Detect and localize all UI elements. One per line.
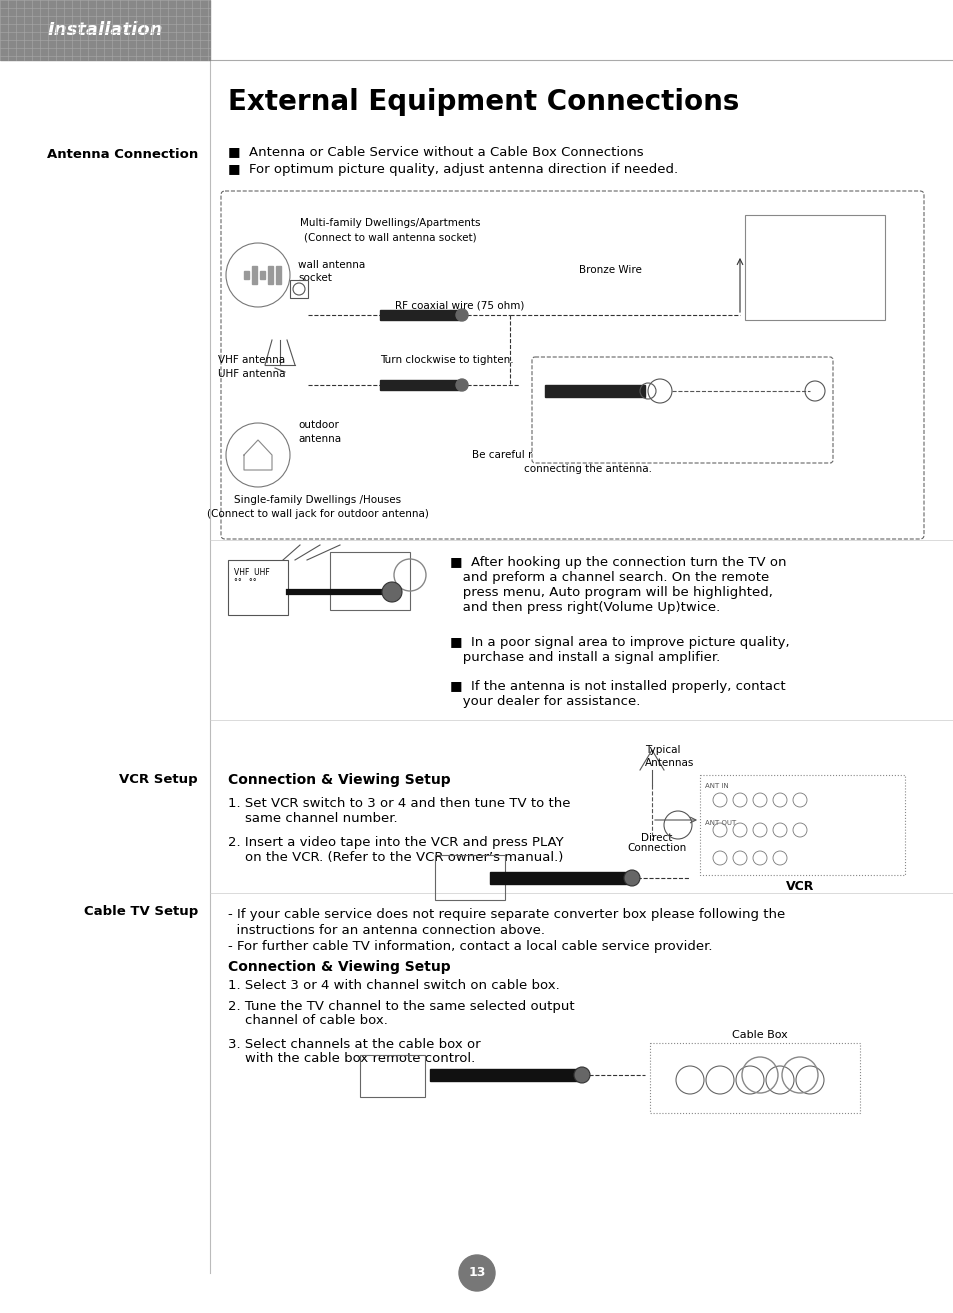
Bar	[744, 215, 884, 320]
Text: on the VCR. (Refer to the VCR owner’s manual.): on the VCR. (Refer to the VCR owner’s ma…	[228, 851, 563, 864]
Text: Multi-family Dwellings/Apartments: Multi-family Dwellings/Apartments	[299, 218, 479, 228]
Text: °°   °°: °° °°	[233, 578, 256, 587]
Text: 13: 13	[468, 1267, 485, 1279]
Text: antenna: antenna	[297, 435, 341, 444]
Bar	[228, 561, 288, 614]
Text: (Connect to wall antenna socket): (Connect to wall antenna socket)	[303, 232, 476, 242]
Text: Connection & Viewing Setup: Connection & Viewing Setup	[228, 773, 450, 786]
Bar	[700, 775, 904, 874]
Bar	[290, 280, 308, 298]
Text: VCR: VCR	[785, 880, 813, 893]
FancyBboxPatch shape	[532, 357, 832, 463]
Text: outdoor: outdoor	[297, 420, 338, 429]
Text: 2. Insert a video tape into the VCR and press PLAY: 2. Insert a video tape into the VCR and …	[228, 836, 563, 850]
Text: ■  If the antenna is not installed properly, contact
   your dealer for assistan: ■ If the antenna is not installed proper…	[450, 680, 785, 708]
Text: 1. Set VCR switch to 3 or 4 and then tune TV to the: 1. Set VCR switch to 3 or 4 and then tun…	[228, 797, 570, 810]
Text: Installation: Installation	[48, 21, 163, 39]
Circle shape	[623, 871, 639, 886]
Text: Turn clockwise to tighten.: Turn clockwise to tighten.	[379, 355, 513, 365]
Text: Single-family Dwellings /Houses: Single-family Dwellings /Houses	[234, 495, 401, 506]
Circle shape	[458, 1255, 495, 1291]
Bar	[330, 551, 410, 611]
Text: ANT OUT: ANT OUT	[704, 821, 736, 826]
Bar	[275, 268, 281, 284]
Circle shape	[456, 309, 468, 320]
Text: VHF  UHF: VHF UHF	[233, 569, 270, 576]
Text: ■  After hooking up the connection turn the TV on
   and preform a channel searc: ■ After hooking up the connection turn t…	[450, 555, 785, 614]
Text: Connection: Connection	[627, 843, 686, 853]
Text: External Equipment Connections: External Equipment Connections	[228, 88, 739, 116]
Text: wall antenna: wall antenna	[297, 260, 365, 270]
Text: ■  For optimum picture quality, adjust antenna direction if needed.: ■ For optimum picture quality, adjust an…	[228, 163, 678, 176]
Bar	[435, 855, 504, 899]
FancyBboxPatch shape	[221, 190, 923, 540]
Text: socket: socket	[297, 273, 332, 284]
Text: Cable Box: Cable Box	[731, 1029, 787, 1040]
Bar	[260, 269, 265, 281]
Bar	[379, 310, 459, 320]
Text: Bronze Wire: Bronze Wire	[578, 265, 640, 274]
Bar	[359, 1056, 424, 1096]
Text: Bronze Wire: Bronze Wire	[578, 420, 640, 429]
Bar	[0, 0, 210, 60]
Text: channel of cable box.: channel of cable box.	[228, 1014, 388, 1027]
Text: Antenna Connection: Antenna Connection	[47, 148, 198, 161]
Text: Be careful not to bend the bronze wire when: Be careful not to bend the bronze wire w…	[472, 450, 703, 460]
Text: Direct: Direct	[640, 832, 672, 843]
Text: (Connect to wall jack for outdoor antenna): (Connect to wall jack for outdoor antenn…	[207, 509, 429, 519]
Text: Cable TV Setup: Cable TV Setup	[84, 905, 198, 918]
Text: ■  In a poor signal area to improve picture quality,
   purchase and install a s: ■ In a poor signal area to improve pictu…	[450, 635, 789, 664]
Bar	[490, 872, 629, 884]
Bar	[244, 270, 249, 278]
Text: UHF antenna: UHF antenna	[218, 369, 285, 379]
Text: Antennas: Antennas	[644, 758, 694, 768]
Text: with the cable box remote control.: with the cable box remote control.	[228, 1052, 475, 1065]
Text: connecting the antenna.: connecting the antenna.	[523, 463, 651, 474]
Text: VCR Setup: VCR Setup	[119, 773, 198, 786]
Text: ANT IN: ANT IN	[704, 783, 728, 789]
Text: Typical: Typical	[644, 744, 679, 755]
Text: instructions for an antenna connection above.: instructions for an antenna connection a…	[228, 924, 544, 937]
Text: same channel number.: same channel number.	[228, 811, 397, 825]
Circle shape	[456, 379, 468, 391]
Bar	[379, 379, 459, 390]
Text: - For further cable TV information, contact a local cable service provider.: - For further cable TV information, cont…	[228, 940, 712, 953]
Bar	[252, 269, 256, 281]
Text: VHF antenna: VHF antenna	[218, 355, 285, 365]
Text: - If your cable service does not require separate converter box please following: - If your cable service does not require…	[228, 909, 784, 920]
Text: RF coaxial wire (75 ohm): RF coaxial wire (75 ohm)	[395, 299, 524, 310]
Text: 3. Select channels at the cable box or: 3. Select channels at the cable box or	[228, 1039, 480, 1050]
Text: 1. Select 3 or 4 with channel switch on cable box.: 1. Select 3 or 4 with channel switch on …	[228, 979, 559, 993]
Bar	[649, 1043, 859, 1113]
Bar	[268, 269, 273, 281]
Text: Connection & Viewing Setup: Connection & Viewing Setup	[228, 960, 450, 974]
Circle shape	[381, 582, 401, 601]
Text: 2. Tune the TV channel to the same selected output: 2. Tune the TV channel to the same selec…	[228, 1001, 574, 1014]
Text: ■  Antenna or Cable Service without a Cable Box Connections: ■ Antenna or Cable Service without a Cab…	[228, 144, 643, 158]
Bar	[544, 385, 644, 397]
Bar	[430, 1069, 579, 1081]
Circle shape	[574, 1067, 589, 1083]
